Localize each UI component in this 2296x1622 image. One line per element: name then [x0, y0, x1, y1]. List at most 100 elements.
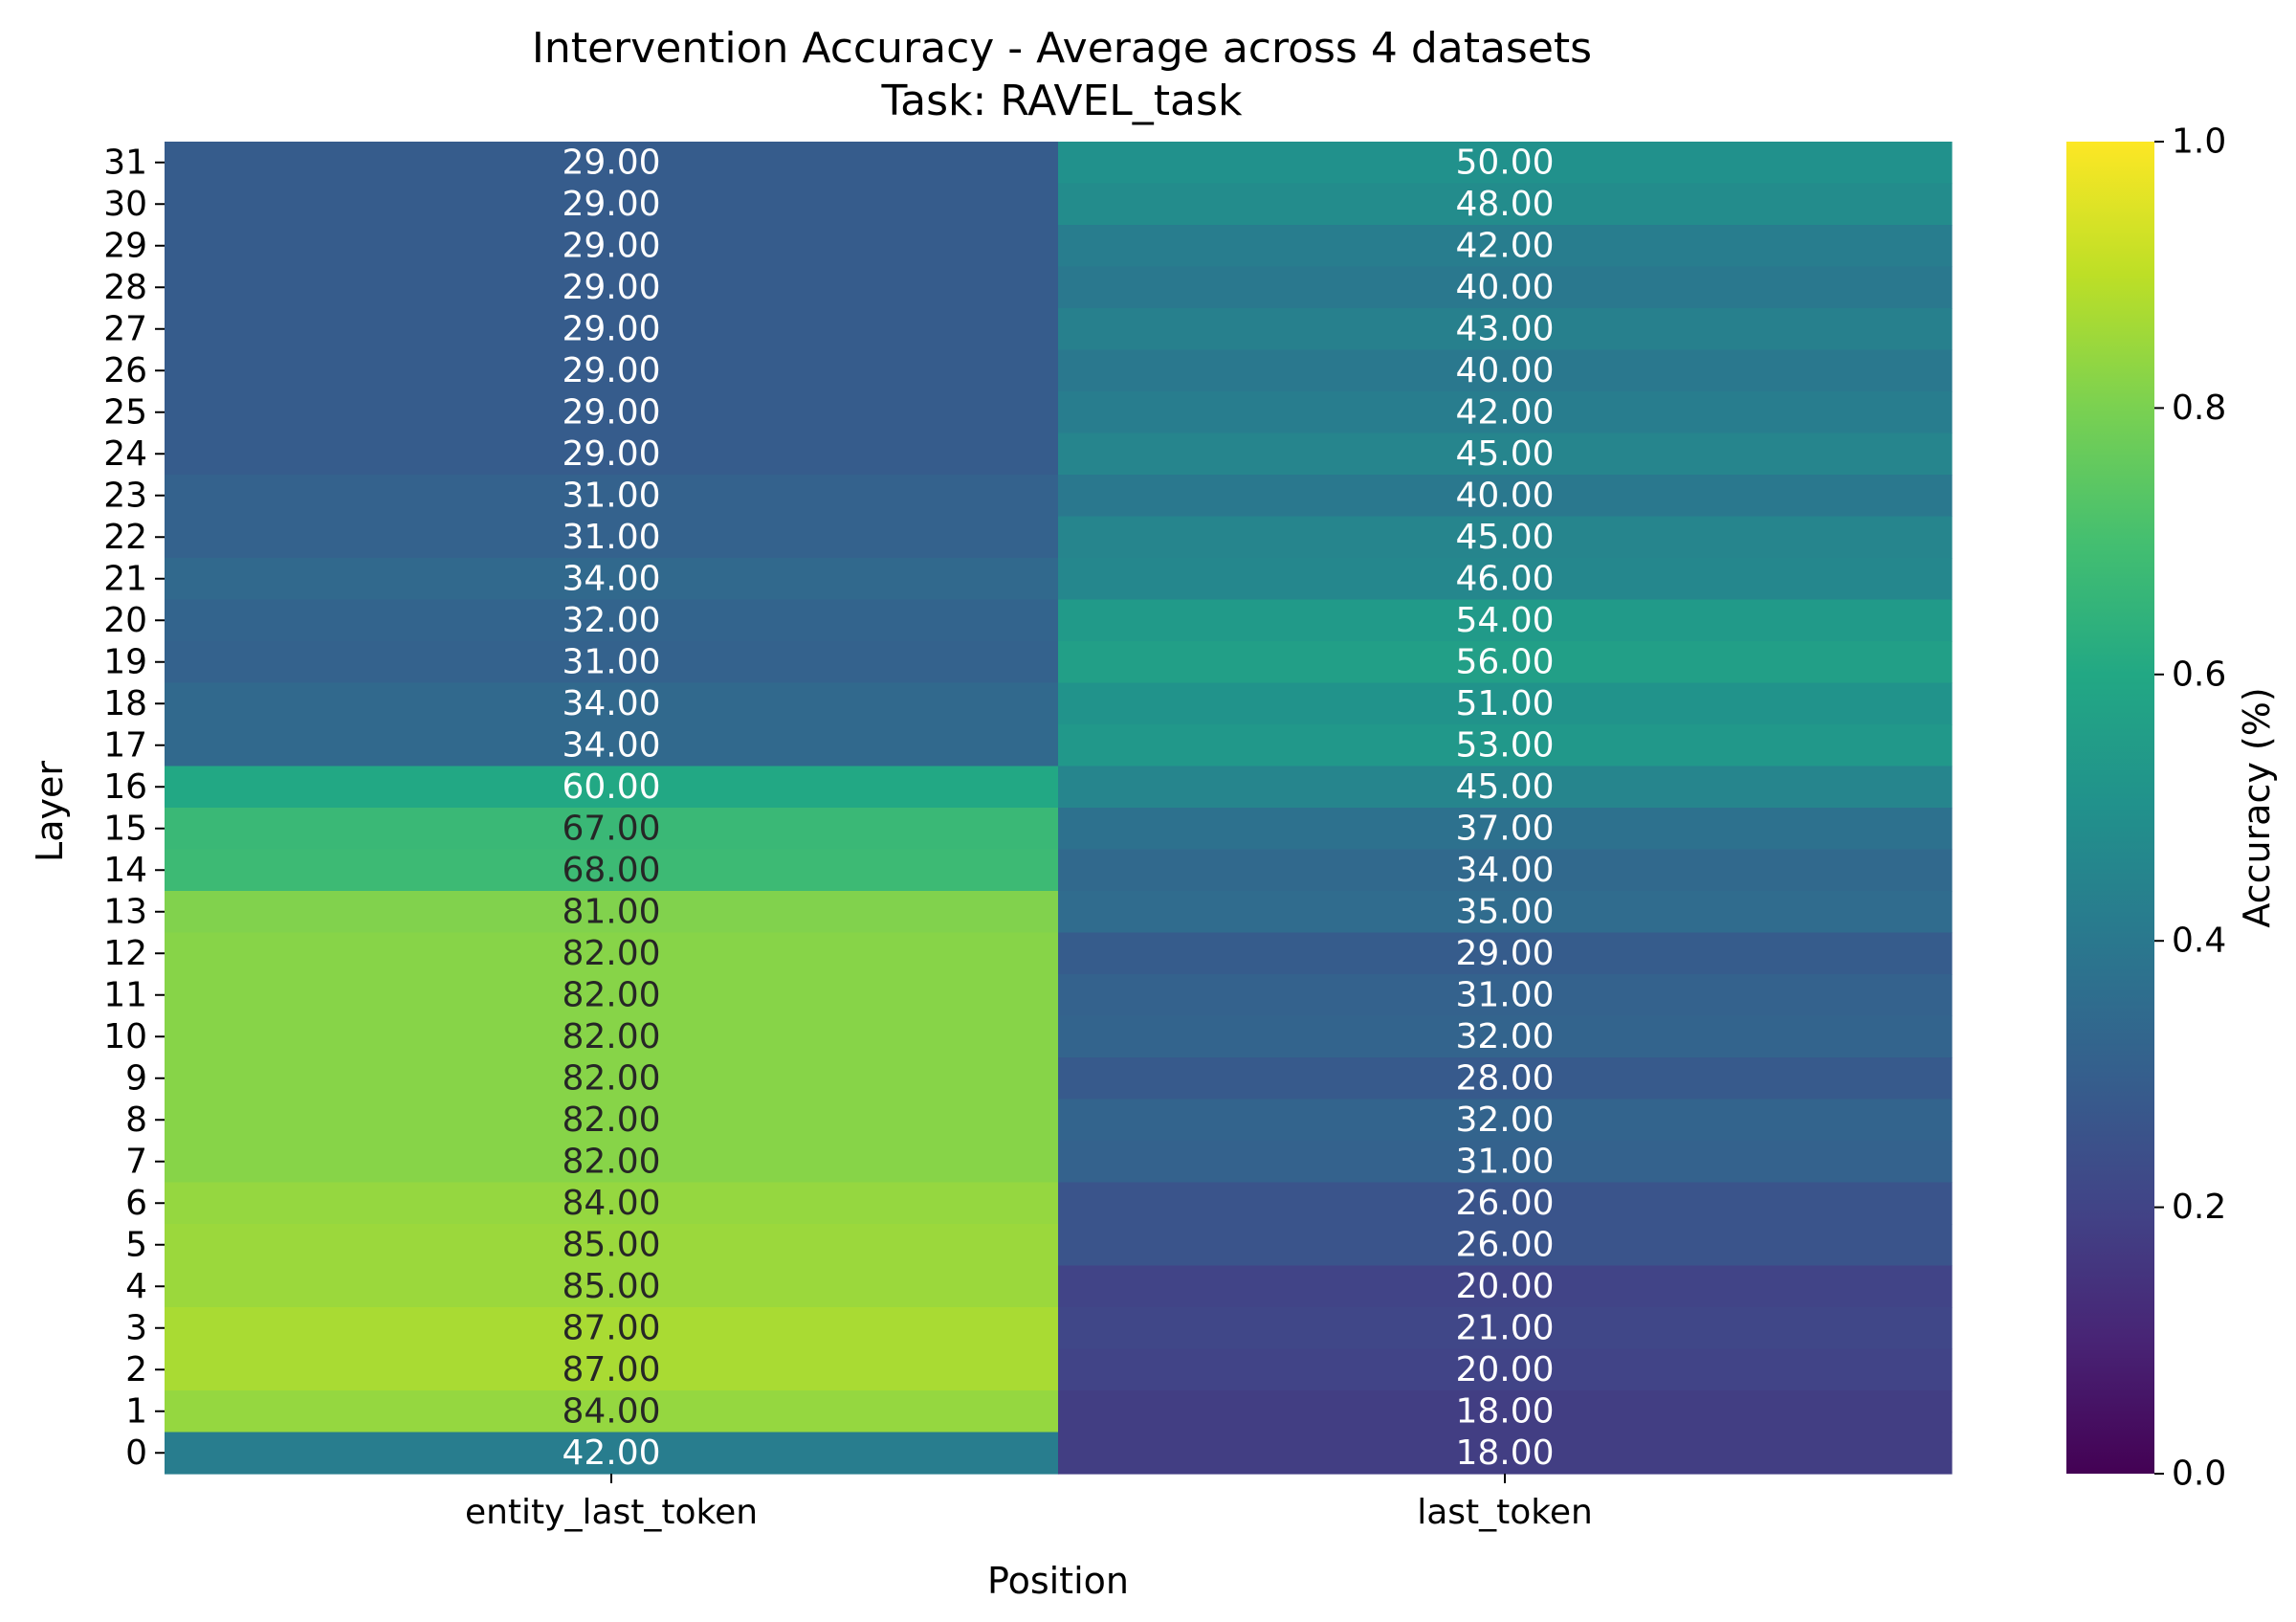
cell-value-label: 43.00 — [1455, 309, 1554, 348]
cell-layer-19-entity_last_token — [165, 641, 1059, 684]
colorbar-label: Accuracy (%) — [2236, 687, 2278, 927]
y-axis-ticks: 3130292827262524232221201918171615141312… — [103, 143, 165, 1473]
cell-value-label: 40.00 — [1455, 476, 1554, 515]
cell-layer-28-entity_last_token — [165, 266, 1059, 309]
colorbar-tick-label: 0.0 — [2172, 1455, 2226, 1494]
cell-layer-12-entity_last_token — [165, 932, 1059, 975]
cell-value-label: 29.00 — [562, 351, 660, 390]
cell-value-label: 50.00 — [1455, 143, 1554, 182]
y-tick-label: 15 — [103, 809, 147, 848]
cell-value-label: 42.00 — [1455, 226, 1554, 265]
cell-layer-0-entity_last_token — [165, 1432, 1059, 1475]
cell-layer-28-last_token — [1058, 266, 1953, 309]
cell-layer-13-last_token — [1058, 891, 1953, 934]
cell-layer-26-last_token — [1058, 349, 1953, 392]
y-tick-label: 1 — [125, 1391, 147, 1431]
cell-value-label: 42.00 — [1455, 392, 1554, 432]
colorbar-tick-label: 0.6 — [2172, 655, 2226, 694]
y-tick-label: 5 — [125, 1225, 147, 1264]
cell-layer-29-last_token — [1058, 225, 1953, 268]
cell-value-label: 31.00 — [562, 518, 660, 557]
x-tick-label: entity_last_token — [465, 1493, 758, 1532]
cell-value-label: 45.00 — [1455, 518, 1554, 557]
cell-layer-0-last_token — [1058, 1432, 1953, 1475]
y-tick-label: 11 — [103, 975, 147, 1014]
cell-layer-22-last_token — [1058, 516, 1953, 559]
cell-value-label: 29.00 — [562, 392, 660, 432]
cell-layer-2-last_token — [1058, 1348, 1953, 1391]
cell-layer-4-last_token — [1058, 1265, 1953, 1308]
cell-value-label: 67.00 — [562, 809, 660, 848]
cell-layer-20-entity_last_token — [165, 599, 1059, 642]
y-tick-label: 14 — [103, 851, 147, 890]
y-tick-label: 18 — [103, 684, 147, 723]
cell-value-label: 46.00 — [1455, 559, 1554, 598]
cell-layer-18-last_token — [1058, 682, 1953, 725]
cell-layer-30-entity_last_token — [165, 183, 1059, 226]
cell-layer-6-last_token — [1058, 1182, 1953, 1225]
cell-value-label: 29.00 — [562, 185, 660, 224]
cell-layer-31-last_token — [1058, 142, 1953, 185]
cell-value-label: 29.00 — [562, 143, 660, 182]
cell-layer-7-last_token — [1058, 1141, 1953, 1184]
cell-value-label: 18.00 — [1455, 1433, 1554, 1473]
cell-value-label: 20.00 — [1455, 1350, 1554, 1389]
cell-layer-16-last_token — [1058, 766, 1953, 809]
cell-layer-6-entity_last_token — [165, 1182, 1059, 1225]
y-tick-label: 12 — [103, 934, 147, 973]
y-tick-label: 23 — [103, 476, 147, 515]
y-tick-label: 0 — [125, 1433, 147, 1473]
cell-value-label: 34.00 — [562, 725, 660, 765]
cell-value-label: 68.00 — [562, 851, 660, 890]
y-tick-label: 13 — [103, 892, 147, 931]
cell-layer-26-entity_last_token — [165, 349, 1059, 392]
cell-layer-2-entity_last_token — [165, 1348, 1059, 1391]
cell-value-label: 32.00 — [562, 601, 660, 640]
cell-value-label: 54.00 — [1455, 601, 1554, 640]
y-tick-label: 24 — [103, 434, 147, 474]
chart-title: Intervention Accuracy - Average across 4… — [532, 24, 1592, 73]
cell-layer-24-last_token — [1058, 433, 1953, 476]
cell-value-label: 26.00 — [1455, 1184, 1554, 1223]
cell-value-label: 26.00 — [1455, 1225, 1554, 1264]
y-tick-label: 20 — [103, 601, 147, 640]
cell-value-label: 81.00 — [562, 892, 660, 931]
cell-layer-21-last_token — [1058, 558, 1953, 601]
cell-value-label: 34.00 — [562, 684, 660, 723]
cell-value-label: 82.00 — [562, 934, 660, 973]
cell-layer-8-entity_last_token — [165, 1099, 1059, 1142]
cell-layer-14-entity_last_token — [165, 849, 1059, 892]
cell-value-label: 45.00 — [1455, 434, 1554, 474]
cell-value-label: 29.00 — [562, 434, 660, 474]
cell-value-label: 82.00 — [562, 975, 660, 1014]
cell-layer-9-last_token — [1058, 1057, 1953, 1100]
cell-layer-25-last_token — [1058, 391, 1953, 434]
cell-value-label: 29.00 — [562, 268, 660, 307]
chart-subtitle: Task: RAVEL_task — [881, 77, 1243, 125]
cell-value-label: 85.00 — [562, 1267, 660, 1306]
cell-value-label: 84.00 — [562, 1184, 660, 1223]
cell-value-label: 29.00 — [1455, 934, 1554, 973]
y-tick-label: 8 — [125, 1100, 147, 1140]
cell-layer-9-entity_last_token — [165, 1057, 1059, 1100]
cell-layer-14-last_token — [1058, 849, 1953, 892]
y-tick-label: 26 — [103, 351, 147, 390]
cell-value-label: 31.00 — [562, 642, 660, 681]
y-tick-label: 22 — [103, 518, 147, 557]
cell-value-label: 34.00 — [562, 559, 660, 598]
cell-value-label: 40.00 — [1455, 351, 1554, 390]
colorbar-tick-label: 0.8 — [2172, 389, 2226, 428]
cell-layer-8-last_token — [1058, 1099, 1953, 1142]
colorbar-tick-label: 0.4 — [2172, 922, 2226, 961]
cell-layer-17-last_token — [1058, 724, 1953, 767]
cell-layer-16-entity_last_token — [165, 766, 1059, 809]
cell-layer-19-last_token — [1058, 641, 1953, 684]
cell-value-label: 31.00 — [1455, 975, 1554, 1014]
y-tick-label: 6 — [125, 1184, 147, 1223]
colorbar — [2066, 142, 2154, 1474]
cell-layer-20-last_token — [1058, 599, 1953, 642]
cell-value-label: 60.00 — [562, 767, 660, 807]
y-tick-label: 21 — [103, 559, 147, 598]
cell-layer-3-last_token — [1058, 1307, 1953, 1350]
y-tick-label: 2 — [125, 1350, 147, 1389]
